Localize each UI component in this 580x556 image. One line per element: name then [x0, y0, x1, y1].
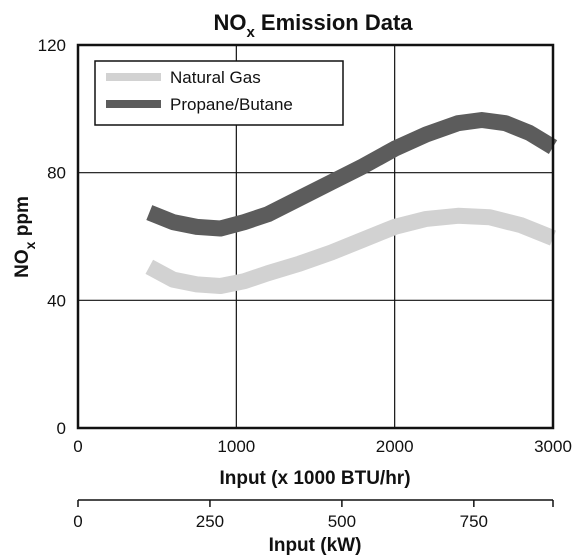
y-tick-label: 40: [47, 291, 66, 310]
legend: Natural Gas Propane/Butane: [94, 60, 344, 126]
x-axis-label: Input (x 1000 BTU/hr): [219, 468, 410, 489]
series-band-natural-gas: [145, 207, 556, 294]
chart-title: NOx Emission Data: [213, 10, 413, 41]
y-tick-labels: 0 40 80 120: [38, 36, 66, 438]
series-band-propane-butane: [146, 112, 558, 237]
x-tick-labels: 0 1000 2000 3000: [73, 437, 572, 456]
secondary-x-tick-labels: 0 250 500 750: [73, 500, 554, 531]
secondary-x-tick-label: 0: [73, 512, 82, 531]
secondary-x-axis-label: Input (kW): [269, 535, 362, 556]
x-tick-label: 1000: [217, 437, 255, 456]
secondary-x-tick-label: 250: [196, 512, 224, 531]
x-tick-label: 2000: [376, 437, 414, 456]
x-tick-label: 0: [73, 437, 82, 456]
y-tick-label: 120: [38, 36, 66, 55]
legend-box: [94, 60, 344, 126]
data-bands: [145, 112, 558, 294]
legend-label-natural-gas: Natural Gas: [170, 68, 261, 87]
x-tick-label: 3000: [534, 437, 572, 456]
y-axis-label: NOx ppm: [12, 196, 38, 278]
legend-label-propane-butane: Propane/Butane: [170, 95, 293, 114]
secondary-x-tick-label: 500: [328, 512, 356, 531]
secondary-x-tick-label: 750: [460, 512, 488, 531]
y-tick-label: 0: [57, 419, 66, 438]
plot-frame: [76, 43, 555, 430]
y-tick-label: 80: [47, 164, 66, 183]
secondary-x-axis: 0 250 500 750 Input (kW): [73, 499, 554, 556]
